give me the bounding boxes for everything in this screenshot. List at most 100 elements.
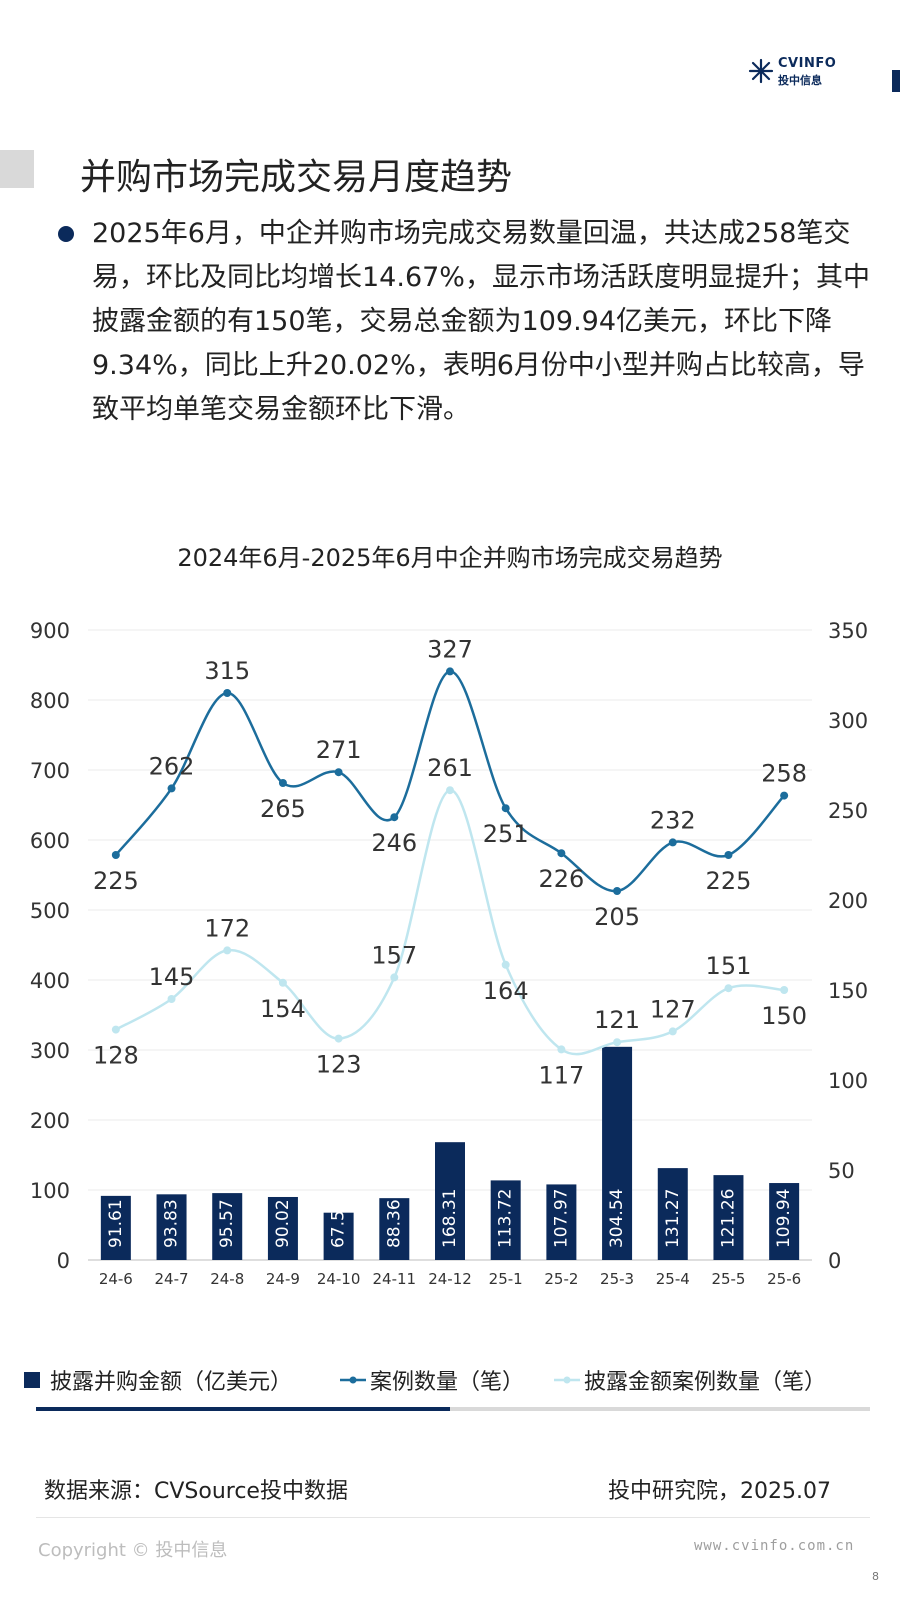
- point-value-label: 225: [706, 867, 752, 895]
- bar-value-label: 91.61: [106, 1199, 126, 1248]
- y-left-tick-label: 600: [30, 829, 70, 853]
- point-value-label: 128: [93, 1042, 139, 1070]
- series-point: [334, 1034, 343, 1043]
- point-value-label: 121: [594, 1006, 640, 1034]
- copyright: Copyright © 投中信息: [38, 1540, 228, 1561]
- point-value-label: 251: [483, 820, 529, 848]
- bar: [657, 1168, 688, 1260]
- y-right-tick-label: 300: [828, 709, 868, 733]
- x-tick-label: 25-2: [544, 1270, 578, 1288]
- y-left-tick-label: 200: [30, 1109, 70, 1133]
- bar-value-label: 109.94: [774, 1189, 794, 1248]
- bar-value-label: 131.27: [663, 1189, 683, 1248]
- point-value-label: 157: [371, 941, 417, 969]
- legend-label-bar: 披露并购金额（亿美元）: [50, 1370, 293, 1395]
- edge-decoration: [892, 70, 900, 92]
- bar-value-label: 90.02: [273, 1199, 293, 1248]
- point-value-label: 164: [483, 977, 529, 1005]
- series-point: [557, 849, 566, 858]
- series-point: [501, 960, 510, 969]
- y-left-tick-label: 800: [30, 689, 70, 713]
- series-point: [223, 689, 232, 697]
- y-left-tick-label: 700: [30, 759, 70, 783]
- point-value-label: 145: [149, 963, 195, 991]
- summary-paragraph: 2025年6月，中企并购市场完成交易数量回温，共达成258笔交易，环比及同比均增…: [92, 218, 870, 425]
- bar: [546, 1184, 577, 1260]
- y-left-tick-label: 300: [30, 1039, 70, 1063]
- footer-divider: [36, 1517, 870, 1518]
- bar: [602, 1046, 633, 1260]
- bar-value-label: 95.57: [217, 1199, 237, 1248]
- series-point: [390, 973, 399, 982]
- bar: [490, 1180, 521, 1260]
- x-tick-label: 25-3: [600, 1270, 634, 1288]
- series-point: [668, 838, 677, 847]
- chart-title: 2024年6月-2025年6月中企并购市场完成交易趋势: [177, 544, 723, 572]
- page-number: 8: [872, 1570, 879, 1583]
- y-right-tick-label: 150: [828, 979, 868, 1003]
- bar: [379, 1198, 410, 1260]
- bullet-icon: [58, 226, 74, 242]
- series-point: [278, 978, 287, 987]
- point-value-label: 127: [650, 995, 696, 1023]
- point-value-label: 258: [761, 760, 807, 788]
- separator-grey: [36, 1407, 870, 1411]
- chart-legend: 披露并购金额（亿美元） 案例数量（笔） 披露金额案例数量（笔）: [24, 1364, 894, 1404]
- point-value-label: 261: [427, 754, 473, 782]
- legend-item-bar: 披露并购金额（亿美元）: [24, 1364, 292, 1396]
- data-source: 数据来源：CVSource投中数据: [44, 1479, 348, 1504]
- series-point: [334, 768, 343, 777]
- series-point: [111, 1025, 120, 1034]
- y-right-tick-label: 0: [828, 1249, 841, 1273]
- series-point: [724, 984, 733, 993]
- series-point: [223, 946, 232, 955]
- series-point: [446, 786, 454, 795]
- bar: [323, 1212, 354, 1260]
- x-tick-label: 24-8: [210, 1270, 244, 1288]
- y-left-tick-label: 100: [30, 1179, 70, 1203]
- point-value-label: 315: [204, 657, 250, 685]
- y-left-tick-label: 500: [30, 899, 70, 923]
- y-left-tick-label: 0: [57, 1249, 70, 1273]
- brand-name-en: CVINFO: [778, 56, 837, 71]
- series-point: [278, 779, 287, 787]
- bar-value-label: 107.97: [551, 1189, 571, 1248]
- y-right-tick-label: 100: [828, 1069, 868, 1093]
- bar-value-label: 93.83: [162, 1199, 182, 1248]
- brand-mark-icon: [748, 58, 774, 84]
- bar: [713, 1175, 744, 1260]
- series-point: [780, 791, 789, 800]
- point-value-label: 117: [538, 1061, 584, 1089]
- x-tick-label: 25-4: [656, 1270, 690, 1288]
- point-value-label: 262: [149, 752, 195, 780]
- x-tick-label: 24-12: [428, 1270, 472, 1288]
- series-point: [780, 986, 789, 994]
- bar: [769, 1183, 800, 1260]
- series-point: [724, 851, 733, 859]
- y-right-tick-label: 250: [828, 799, 868, 823]
- y-right-tick-label: 50: [828, 1159, 855, 1183]
- bar-value-label: 88.36: [384, 1199, 404, 1248]
- series-point: [501, 804, 510, 813]
- bar: [156, 1194, 187, 1260]
- legend-item-disclosed-cases: 披露金额案例数量（笔）: [554, 1364, 826, 1396]
- point-value-label: 265: [260, 795, 306, 823]
- legend-item-cases: 案例数量（笔）: [340, 1364, 524, 1396]
- series-point: [390, 813, 399, 822]
- combo-chart: 91.61 93.83 95.57 90.02 67.58 88.36 168.31 113.…: [30, 619, 868, 1288]
- point-value-label: 154: [260, 995, 306, 1023]
- legend-label-cases: 案例数量（笔）: [370, 1370, 525, 1395]
- bar: [267, 1196, 298, 1260]
- series-point: [167, 784, 176, 793]
- point-value-label: 327: [427, 635, 473, 663]
- point-value-label: 271: [316, 736, 362, 764]
- org-date: 投中研究院，2025.07: [608, 1479, 831, 1504]
- x-tick-label: 25-6: [767, 1270, 801, 1288]
- bar-value-label: 168.31: [440, 1189, 460, 1248]
- bar-value-label: 304.54: [607, 1189, 627, 1248]
- point-value-label: 151: [706, 952, 752, 980]
- point-value-label: 246: [371, 829, 417, 857]
- page-title: 并购市场完成交易月度趋势: [80, 157, 513, 198]
- point-value-label: 205: [594, 903, 640, 931]
- y-left-tick-label: 400: [30, 969, 70, 993]
